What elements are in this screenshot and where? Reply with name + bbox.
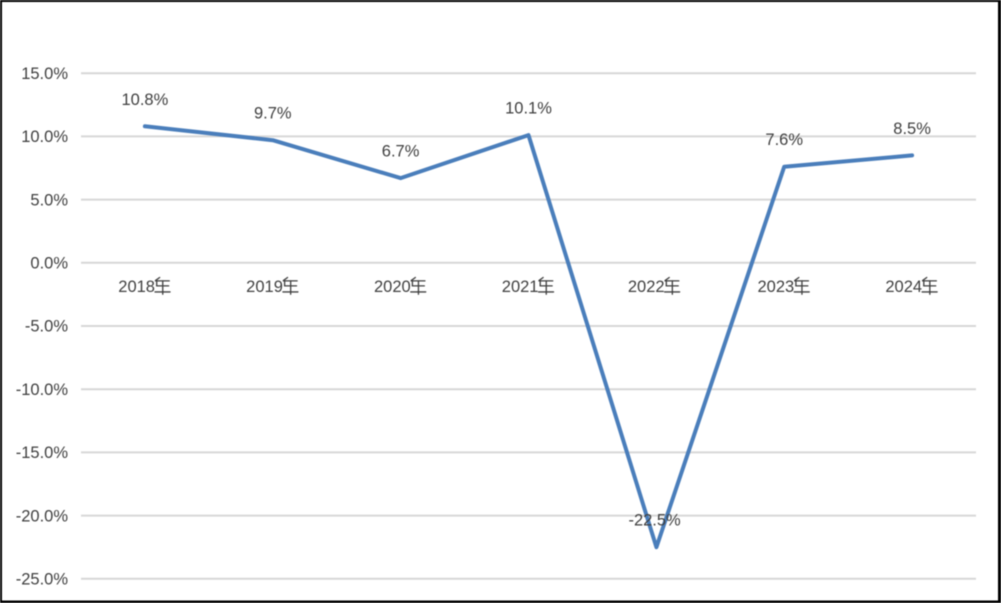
svg-text:7.6%: 7.6% <box>765 131 803 149</box>
svg-text:10.8%: 10.8% <box>122 91 169 109</box>
svg-text:2019: 2019 <box>246 278 283 296</box>
svg-text:-5.0%: -5.0% <box>25 318 68 336</box>
svg-text:-20.0%: -20.0% <box>16 507 69 525</box>
svg-text:2021: 2021 <box>502 278 539 296</box>
svg-text:2020: 2020 <box>374 278 411 296</box>
svg-text:10.1%: 10.1% <box>505 100 552 118</box>
svg-text:2023: 2023 <box>757 278 794 296</box>
svg-text:10.0%: 10.0% <box>21 128 68 146</box>
svg-text:2024: 2024 <box>885 278 922 296</box>
svg-text:2022: 2022 <box>628 278 665 296</box>
svg-text:15.0%: 15.0% <box>21 65 68 83</box>
svg-text:9.7%: 9.7% <box>254 105 292 123</box>
svg-text:8.5%: 8.5% <box>893 120 931 138</box>
svg-text:6.7%: 6.7% <box>382 143 420 161</box>
svg-text:-15.0%: -15.0% <box>16 444 69 462</box>
svg-text:-10.0%: -10.0% <box>16 381 69 399</box>
svg-text:0.0%: 0.0% <box>30 255 68 273</box>
svg-text:-22.5%: -22.5% <box>628 512 681 530</box>
svg-text:-25.0%: -25.0% <box>16 571 69 589</box>
svg-text:5.0%: 5.0% <box>30 191 68 209</box>
svg-text:2018: 2018 <box>118 278 155 296</box>
